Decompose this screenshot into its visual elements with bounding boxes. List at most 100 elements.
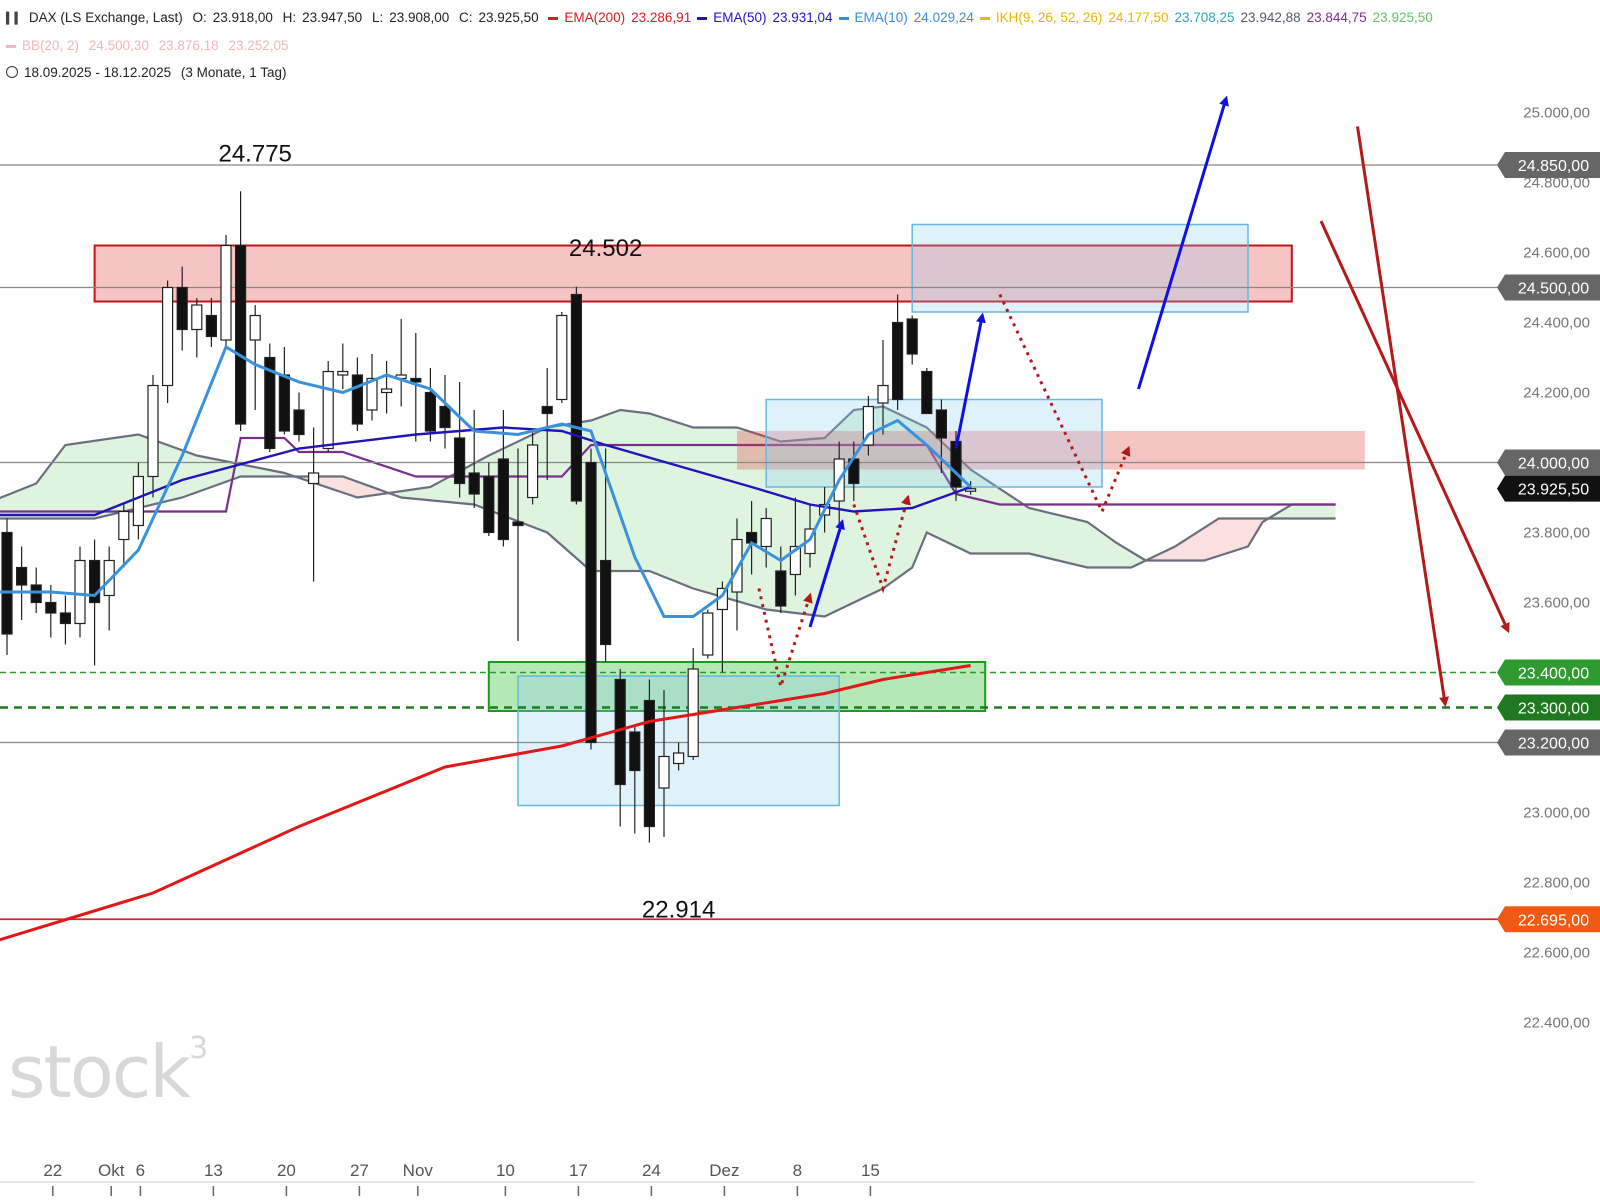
candle-bearish[interactable] bbox=[921, 370, 933, 415]
chart-header-line3: 18.09.2025 - 18.12.2025 (3 Monate, 1 Tag… bbox=[6, 65, 292, 80]
candle-bearish[interactable] bbox=[88, 559, 101, 604]
price-tag[interactable] bbox=[1497, 274, 1600, 301]
price-tag[interactable] bbox=[1497, 449, 1600, 476]
candle-bearish[interactable] bbox=[351, 374, 363, 425]
candle-bearish[interactable] bbox=[599, 559, 612, 646]
indicator-name[interactable]: EMA(50) bbox=[713, 10, 767, 25]
candle-bearish[interactable] bbox=[906, 318, 918, 355]
bullish-arrow bbox=[1137, 95, 1229, 390]
candle-bearish[interactable] bbox=[585, 461, 597, 744]
indicator-name[interactable]: EMA(200) bbox=[564, 10, 626, 25]
candle-bullish[interactable] bbox=[381, 388, 393, 394]
bullish-arrow bbox=[954, 312, 986, 449]
candle-bullish[interactable] bbox=[877, 384, 889, 404]
candle-bullish[interactable] bbox=[322, 370, 334, 450]
candle-bullish[interactable] bbox=[220, 244, 232, 341]
candle-bearish[interactable] bbox=[935, 409, 948, 439]
candle-bearish[interactable] bbox=[264, 356, 276, 450]
price-tag[interactable] bbox=[1497, 475, 1600, 502]
candle-bullish[interactable] bbox=[760, 517, 772, 548]
candle-bearish[interactable] bbox=[278, 374, 290, 432]
bb-lower: 23.252,05 bbox=[228, 38, 289, 53]
support-zone bbox=[487, 661, 987, 712]
candle-bearish[interactable] bbox=[30, 584, 42, 604]
indicator-name[interactable]: IKH(9, 26, 52, 26) bbox=[995, 10, 1103, 25]
candle-bearish[interactable] bbox=[205, 314, 217, 338]
price-tag-label: 23.925,50 bbox=[1518, 482, 1589, 499]
candle-bullish[interactable] bbox=[308, 472, 320, 485]
candle-bearish[interactable] bbox=[235, 244, 247, 425]
candle-bearish[interactable] bbox=[454, 437, 466, 485]
candle-bullish[interactable] bbox=[556, 314, 568, 401]
high-label: H: bbox=[282, 10, 297, 25]
candle-bullish[interactable] bbox=[132, 475, 144, 527]
y-axis-label: 23.800,00 bbox=[1523, 525, 1590, 542]
candle-bullish[interactable] bbox=[337, 370, 349, 376]
candle-bearish[interactable] bbox=[643, 699, 656, 828]
candle-bearish[interactable] bbox=[891, 321, 904, 401]
candle-bullish[interactable] bbox=[672, 752, 685, 765]
candle-bearish[interactable] bbox=[570, 293, 583, 502]
senkou-span-a bbox=[0, 405, 1336, 562]
candle-bullish[interactable] bbox=[118, 510, 130, 541]
candle-bullish[interactable] bbox=[789, 545, 802, 576]
candle-bullish[interactable] bbox=[658, 755, 670, 789]
indicator-value: 23.931,04 bbox=[772, 10, 833, 25]
bearish-arrow bbox=[1356, 126, 1449, 707]
y-axis-label: 24.400,00 bbox=[1523, 315, 1590, 332]
candle-bearish[interactable] bbox=[16, 566, 28, 586]
indicator-extra-value: 23.844,75 bbox=[1306, 10, 1367, 25]
candle-bearish[interactable] bbox=[424, 391, 436, 432]
candle-bearish[interactable] bbox=[483, 475, 495, 534]
candle-bearish[interactable] bbox=[439, 405, 451, 429]
candle-bullish[interactable] bbox=[366, 377, 378, 411]
candle-bullish[interactable] bbox=[147, 384, 159, 478]
candle-bullish[interactable] bbox=[249, 314, 261, 341]
candle-bearish[interactable] bbox=[45, 601, 57, 614]
candle-bullish[interactable] bbox=[702, 612, 714, 656]
x-axis-label: 10 bbox=[496, 1161, 515, 1180]
candle-bearish[interactable] bbox=[497, 458, 509, 541]
candle-bearish[interactable] bbox=[176, 286, 188, 331]
date-range[interactable]: 18.09.2025 - 18.12.2025 bbox=[24, 65, 172, 80]
price-tag[interactable] bbox=[1497, 729, 1600, 756]
candle-bearish[interactable] bbox=[59, 612, 72, 625]
symbol-label[interactable]: DAX (LS Exchange, Last) bbox=[28, 10, 183, 25]
x-axis-label: 17 bbox=[569, 1161, 588, 1180]
candle-bearish[interactable] bbox=[775, 570, 787, 607]
indicator-name[interactable]: EMA(10) bbox=[854, 10, 908, 25]
candle-bearish[interactable] bbox=[1, 531, 13, 635]
x-axis-label: Dez bbox=[709, 1161, 739, 1180]
price-tag-label: 23.400,00 bbox=[1518, 666, 1589, 683]
watermark-text: stock bbox=[8, 1030, 191, 1114]
candle-bullish[interactable] bbox=[162, 286, 174, 387]
candle-bullish[interactable] bbox=[103, 559, 115, 597]
candle-bullish[interactable] bbox=[191, 304, 203, 331]
price-tag[interactable] bbox=[1497, 152, 1600, 178]
price-tag[interactable] bbox=[1497, 694, 1600, 721]
price-tag[interactable] bbox=[1497, 659, 1600, 686]
y-axis-label: 24.600,00 bbox=[1523, 245, 1590, 262]
price-tag-label: 24.500,00 bbox=[1518, 281, 1589, 298]
y-axis-label: 23.600,00 bbox=[1523, 595, 1590, 612]
candle-bearish[interactable] bbox=[468, 472, 480, 495]
candle-bullish[interactable] bbox=[862, 405, 875, 446]
open-label: O: bbox=[192, 10, 207, 25]
candle-bearish[interactable] bbox=[293, 409, 305, 436]
open-value: 23.918,00 bbox=[212, 10, 273, 25]
candle-bearish[interactable] bbox=[541, 405, 553, 415]
indicator-swatch bbox=[838, 16, 849, 20]
candle-bullish[interactable] bbox=[74, 559, 86, 625]
range-note: (3 Monate, 1 Tag) bbox=[180, 65, 287, 80]
candle-bullish[interactable] bbox=[526, 444, 539, 499]
candle-bearish[interactable] bbox=[512, 521, 524, 527]
candle-bearish[interactable] bbox=[629, 731, 641, 772]
close-label: C: bbox=[459, 10, 473, 25]
candle-bearish[interactable] bbox=[410, 377, 422, 383]
price-tag[interactable] bbox=[1497, 906, 1600, 933]
candle-bullish[interactable] bbox=[731, 538, 743, 593]
y-axis-label: 22.600,00 bbox=[1523, 945, 1590, 962]
bb-name[interactable]: BB(20, 2) bbox=[22, 38, 80, 53]
bb-upper: 24.500,30 bbox=[88, 38, 149, 53]
